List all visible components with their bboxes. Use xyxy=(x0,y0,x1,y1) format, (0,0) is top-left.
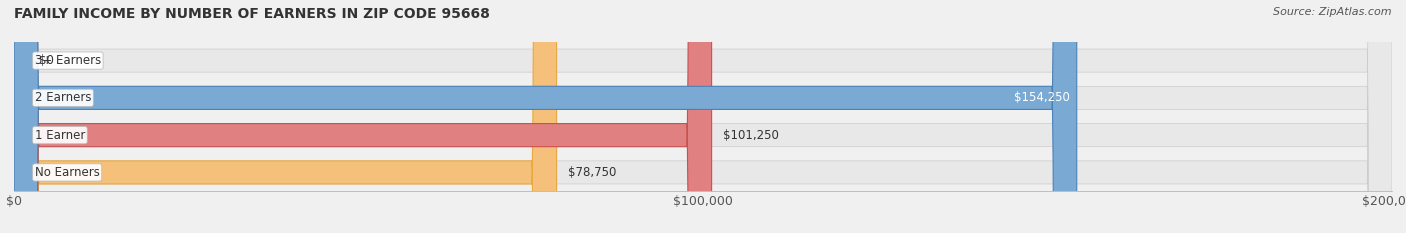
Text: $78,750: $78,750 xyxy=(568,166,616,179)
Text: 3+ Earners: 3+ Earners xyxy=(35,54,101,67)
FancyBboxPatch shape xyxy=(14,0,1392,233)
FancyBboxPatch shape xyxy=(14,0,557,233)
FancyBboxPatch shape xyxy=(14,0,711,233)
FancyBboxPatch shape xyxy=(14,0,1077,233)
Text: $154,250: $154,250 xyxy=(1014,91,1070,104)
FancyBboxPatch shape xyxy=(14,0,1392,233)
Text: $0: $0 xyxy=(39,54,53,67)
Text: 2 Earners: 2 Earners xyxy=(35,91,91,104)
Text: 1 Earner: 1 Earner xyxy=(35,129,86,142)
Text: No Earners: No Earners xyxy=(35,166,100,179)
Text: $101,250: $101,250 xyxy=(723,129,779,142)
Text: Source: ZipAtlas.com: Source: ZipAtlas.com xyxy=(1274,7,1392,17)
FancyBboxPatch shape xyxy=(14,0,1392,233)
Text: FAMILY INCOME BY NUMBER OF EARNERS IN ZIP CODE 95668: FAMILY INCOME BY NUMBER OF EARNERS IN ZI… xyxy=(14,7,489,21)
FancyBboxPatch shape xyxy=(14,0,1392,233)
